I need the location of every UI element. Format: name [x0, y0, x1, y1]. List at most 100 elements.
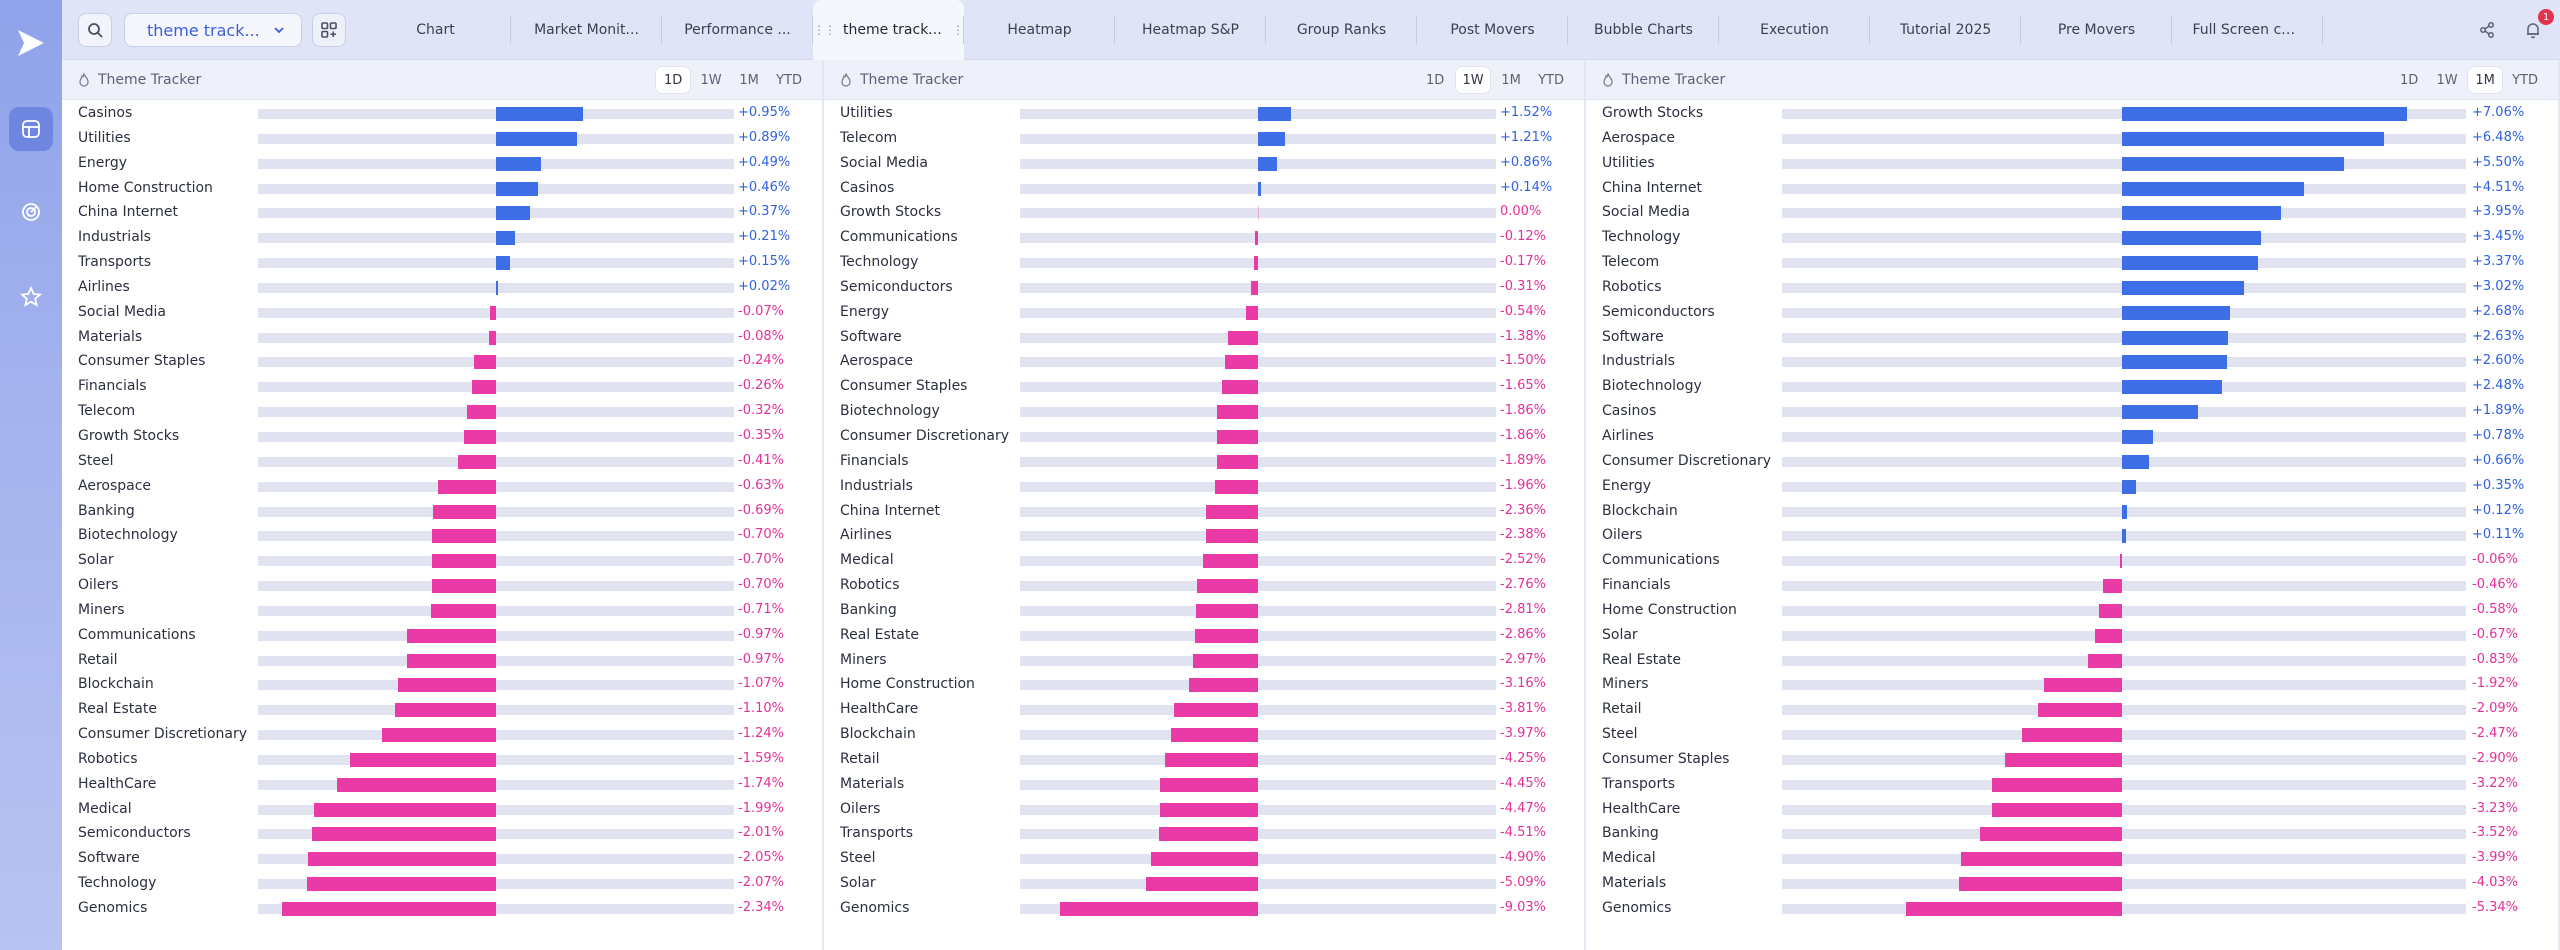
- theme-row[interactable]: Aerospace +6.48%: [1586, 126, 2558, 151]
- search-button[interactable]: [78, 13, 112, 47]
- theme-row[interactable]: Steel -4.90%: [824, 846, 1584, 871]
- theme-row[interactable]: Robotics +3.02%: [1586, 275, 2558, 300]
- tab-bubble-charts[interactable]: Bubble Charts: [1568, 0, 1719, 60]
- theme-row[interactable]: Miners -1.92%: [1586, 672, 2558, 697]
- tab-menu-icon[interactable]: ⋮: [952, 23, 964, 37]
- theme-row[interactable]: Biotechnology +2.48%: [1586, 374, 2558, 399]
- theme-row[interactable]: Financials -0.26%: [62, 374, 822, 399]
- radar-nav-button[interactable]: [9, 190, 53, 234]
- theme-row[interactable]: Materials -4.03%: [1586, 871, 2558, 896]
- theme-row[interactable]: Home Construction -0.58%: [1586, 598, 2558, 623]
- theme-row[interactable]: Miners -2.97%: [824, 648, 1584, 673]
- theme-row[interactable]: Consumer Discretionary -1.86%: [824, 424, 1584, 449]
- layouts-nav-button[interactable]: [9, 107, 53, 151]
- share-button[interactable]: [2472, 15, 2502, 45]
- period-button-1m[interactable]: 1M: [1501, 72, 1521, 88]
- period-button-1d[interactable]: 1D: [2399, 72, 2419, 88]
- theme-row[interactable]: Medical -2.52%: [824, 548, 1584, 573]
- tab-heatmap[interactable]: Heatmap: [964, 0, 1115, 60]
- theme-row[interactable]: Utilities +0.89%: [62, 126, 822, 151]
- theme-row[interactable]: Steel -0.41%: [62, 449, 822, 474]
- theme-row[interactable]: Energy +0.35%: [1586, 474, 2558, 499]
- theme-row[interactable]: Steel -2.47%: [1586, 722, 2558, 747]
- theme-row[interactable]: Consumer Staples -1.65%: [824, 374, 1584, 399]
- tab-tutorial-2025[interactable]: Tutorial 2025: [1870, 0, 2021, 60]
- period-button-1d[interactable]: 1D: [656, 67, 691, 93]
- theme-row[interactable]: Solar -0.67%: [1586, 623, 2558, 648]
- theme-row[interactable]: Semiconductors -0.31%: [824, 275, 1584, 300]
- theme-row[interactable]: Industrials +2.60%: [1586, 349, 2558, 374]
- theme-row[interactable]: Consumer Discretionary +0.66%: [1586, 449, 2558, 474]
- theme-row[interactable]: Casinos +0.14%: [824, 176, 1584, 201]
- theme-row[interactable]: Consumer Discretionary -1.24%: [62, 722, 822, 747]
- drag-handle-icon[interactable]: ⋮⋮: [813, 23, 836, 37]
- period-button-1w[interactable]: 1W: [2436, 72, 2458, 88]
- theme-row[interactable]: Oilers -0.70%: [62, 573, 822, 598]
- theme-row[interactable]: Aerospace -1.50%: [824, 349, 1584, 374]
- theme-row[interactable]: Social Media +0.86%: [824, 151, 1584, 176]
- theme-row[interactable]: Energy +0.49%: [62, 151, 822, 176]
- theme-row[interactable]: Utilities +5.50%: [1586, 151, 2558, 176]
- theme-row[interactable]: Communications -0.12%: [824, 225, 1584, 250]
- theme-row[interactable]: Home Construction -3.16%: [824, 672, 1584, 697]
- theme-row[interactable]: Retail -4.25%: [824, 747, 1584, 772]
- theme-row[interactable]: HealthCare -3.81%: [824, 697, 1584, 722]
- workspace-select[interactable]: theme track...: [124, 13, 302, 47]
- theme-row[interactable]: Retail -2.09%: [1586, 697, 2558, 722]
- theme-row[interactable]: Miners -0.71%: [62, 598, 822, 623]
- theme-row[interactable]: Robotics -1.59%: [62, 747, 822, 772]
- theme-row[interactable]: Banking -2.81%: [824, 598, 1584, 623]
- theme-row[interactable]: Oilers -4.47%: [824, 797, 1584, 822]
- theme-row[interactable]: Medical -1.99%: [62, 797, 822, 822]
- theme-row[interactable]: Banking -0.69%: [62, 499, 822, 524]
- period-button-1w[interactable]: 1W: [700, 72, 722, 88]
- theme-row[interactable]: Blockchain +0.12%: [1586, 499, 2558, 524]
- theme-row[interactable]: Biotechnology -0.70%: [62, 523, 822, 548]
- theme-row[interactable]: Transports -4.51%: [824, 821, 1584, 846]
- theme-row[interactable]: Airlines +0.78%: [1586, 424, 2558, 449]
- theme-row[interactable]: Casinos +0.95%: [62, 101, 822, 126]
- theme-row[interactable]: Banking -3.52%: [1586, 821, 2558, 846]
- theme-row[interactable]: Oilers +0.11%: [1586, 523, 2558, 548]
- theme-row[interactable]: Blockchain -1.07%: [62, 672, 822, 697]
- period-button-ytd[interactable]: YTD: [776, 72, 802, 88]
- theme-row[interactable]: Social Media +3.95%: [1586, 200, 2558, 225]
- tab-theme-tracker[interactable]: ⋮⋮ theme tracker ⋮: [813, 0, 964, 60]
- tab-post-movers[interactable]: Post Movers: [1417, 0, 1568, 60]
- theme-row[interactable]: Software +2.63%: [1586, 325, 2558, 350]
- tab-full-screen-ch[interactable]: Full Screen ch...: [2172, 0, 2323, 60]
- period-button-1w[interactable]: 1W: [1456, 67, 1491, 93]
- theme-row[interactable]: Financials -0.46%: [1586, 573, 2558, 598]
- theme-row[interactable]: Software -2.05%: [62, 846, 822, 871]
- tab-performance[interactable]: Performance ...: [662, 0, 813, 60]
- theme-row[interactable]: Financials -1.89%: [824, 449, 1584, 474]
- tab-market-monit[interactable]: Market Monit...: [511, 0, 662, 60]
- theme-row[interactable]: Transports +0.15%: [62, 250, 822, 275]
- theme-row[interactable]: Transports -3.22%: [1586, 772, 2558, 797]
- theme-row[interactable]: Materials -4.45%: [824, 772, 1584, 797]
- widget-grid-button[interactable]: [312, 13, 346, 47]
- theme-row[interactable]: China Internet +0.37%: [62, 200, 822, 225]
- theme-row[interactable]: Consumer Staples -2.90%: [1586, 747, 2558, 772]
- theme-row[interactable]: Telecom +1.21%: [824, 126, 1584, 151]
- theme-row[interactable]: Growth Stocks -0.35%: [62, 424, 822, 449]
- period-button-ytd[interactable]: YTD: [2512, 72, 2538, 88]
- theme-row[interactable]: Genomics -2.34%: [62, 896, 822, 921]
- logo-icon[interactable]: [14, 26, 48, 60]
- period-button-1m[interactable]: 1M: [2468, 67, 2503, 93]
- period-button-1d[interactable]: 1D: [1425, 72, 1445, 88]
- theme-row[interactable]: Blockchain -3.97%: [824, 722, 1584, 747]
- theme-row[interactable]: Medical -3.99%: [1586, 846, 2558, 871]
- period-button-ytd[interactable]: YTD: [1538, 72, 1564, 88]
- theme-row[interactable]: Technology -2.07%: [62, 871, 822, 896]
- theme-row[interactable]: Technology +3.45%: [1586, 225, 2558, 250]
- theme-row[interactable]: Semiconductors -2.01%: [62, 821, 822, 846]
- theme-row[interactable]: Biotechnology -1.86%: [824, 399, 1584, 424]
- theme-row[interactable]: Industrials +0.21%: [62, 225, 822, 250]
- theme-row[interactable]: Semiconductors +2.68%: [1586, 300, 2558, 325]
- theme-row[interactable]: China Internet +4.51%: [1586, 176, 2558, 201]
- theme-row[interactable]: Casinos +1.89%: [1586, 399, 2558, 424]
- theme-row[interactable]: Real Estate -1.10%: [62, 697, 822, 722]
- theme-row[interactable]: Solar -5.09%: [824, 871, 1584, 896]
- theme-row[interactable]: Home Construction +0.46%: [62, 176, 822, 201]
